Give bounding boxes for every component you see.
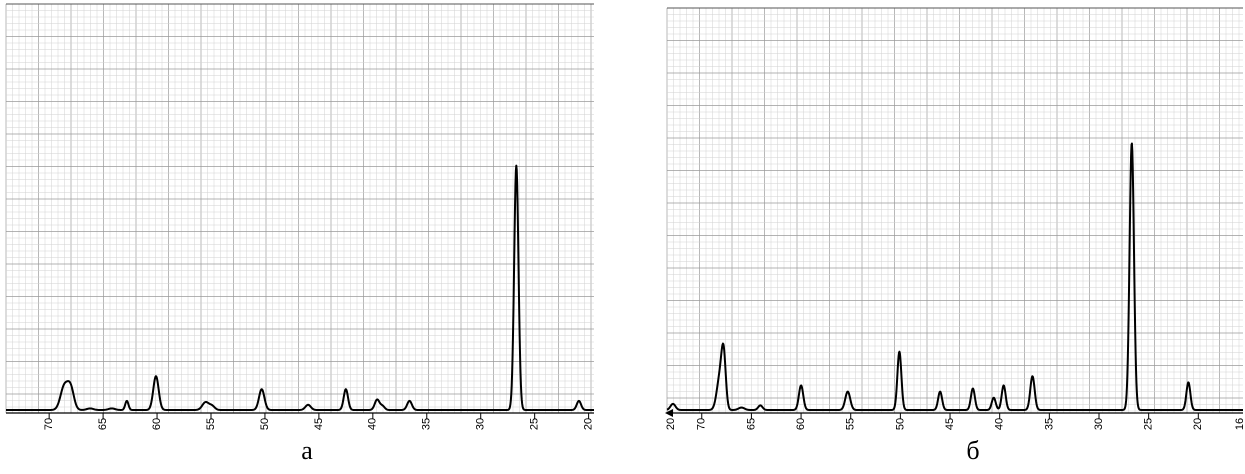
diffraction-trace xyxy=(5,164,595,411)
chart-panel-b: 70 65 60 55 50 45 40 35 30 25 20 20 16 б xyxy=(655,0,1245,474)
x-tick-label: 50 xyxy=(894,418,906,430)
x-tick-label: 45 xyxy=(313,418,325,430)
x-tick-label: 25 xyxy=(529,418,541,430)
xrd-pattern-a: 70 65 60 55 50 45 40 35 30 25 20 xyxy=(5,3,595,430)
x-tick-label: 35 xyxy=(421,418,433,430)
x-tick-label: 40 xyxy=(367,418,379,430)
x-tick-label: 40 xyxy=(994,418,1006,430)
x-tick-label: 70 xyxy=(696,418,708,430)
x-tick-label: 50 xyxy=(259,418,271,430)
x-tick-label: 25 xyxy=(1143,418,1155,430)
chart-panel-a: 70 65 60 55 50 45 40 35 30 25 20 а xyxy=(0,0,600,474)
x-tick-label: 20 xyxy=(1192,418,1204,430)
diffraction-trace xyxy=(666,142,1244,411)
x-tick-label: 55 xyxy=(845,418,857,430)
x-tick-label: 60 xyxy=(795,418,807,430)
x-tick-label: 70 xyxy=(43,418,55,430)
chart-grid xyxy=(5,3,594,413)
x-tick-label: 20 xyxy=(583,418,595,430)
x-tick-label: 55 xyxy=(205,418,217,430)
x-tick-label: 65 xyxy=(97,418,109,430)
x-edge-tick-label-right: 16 xyxy=(1234,418,1245,430)
panel-label-b: б xyxy=(966,436,980,465)
panel-label-a: а xyxy=(301,436,313,465)
x-tick-label: 30 xyxy=(1093,418,1105,430)
x-tick-label: 65 xyxy=(745,418,757,430)
x-tick-label: 30 xyxy=(475,418,487,430)
x-tick-label: 35 xyxy=(1043,418,1055,430)
chart-grid xyxy=(666,7,1243,413)
x-tick-label: 60 xyxy=(151,418,163,430)
x-tick-label: 45 xyxy=(944,418,956,430)
axis-arrow-icon xyxy=(665,409,673,417)
xrd-pattern-b: 70 65 60 55 50 45 40 35 30 25 20 20 16 xyxy=(665,7,1245,430)
x-edge-tick-label-left: 20 xyxy=(665,418,677,430)
